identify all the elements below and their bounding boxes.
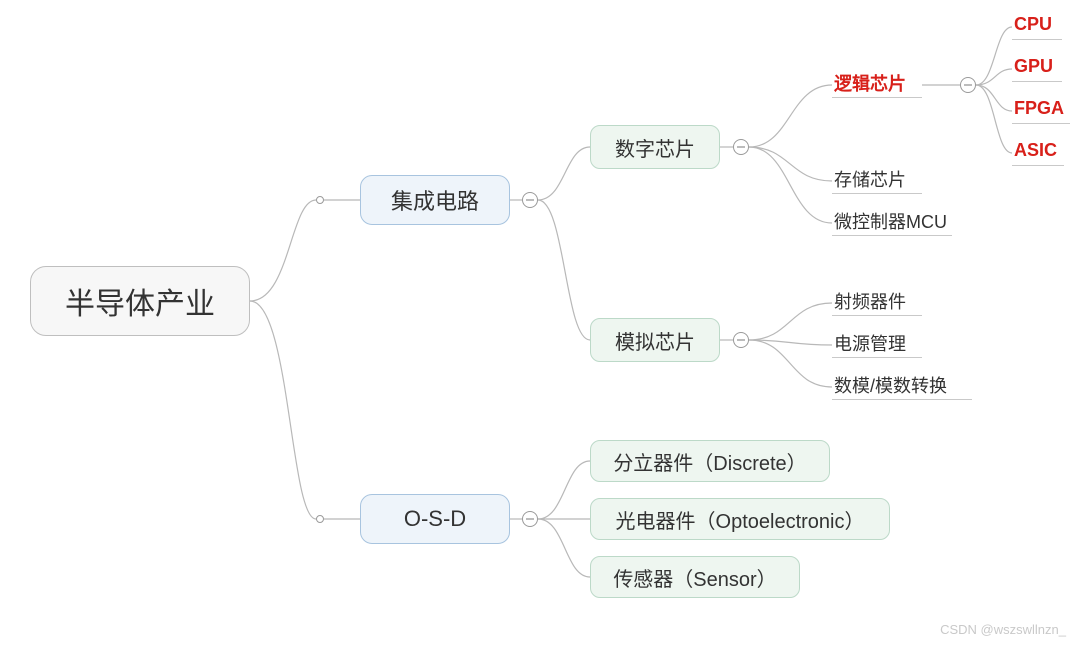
sub-node-opto: 光电器件（Optoelectronic）	[590, 498, 890, 540]
branch-node-ic: 集成电路	[360, 175, 510, 225]
collapse-toggle[interactable]	[733, 332, 749, 348]
root-node: 半导体产业	[30, 266, 250, 336]
leaf-node-adda: 数模/模数转换	[832, 374, 972, 400]
sub-node-sensor: 传感器（Sensor）	[590, 556, 800, 598]
leaf-node-logic: 逻辑芯片	[832, 72, 922, 98]
collapse-toggle[interactable]	[522, 192, 538, 208]
leaf-node-fpga: FPGA	[1012, 98, 1070, 124]
junction-dot	[316, 196, 324, 204]
leaf-node-gpu: GPU	[1012, 56, 1062, 82]
leaf-node-mem: 存储芯片	[832, 168, 922, 194]
leaf-node-asic: ASIC	[1012, 140, 1064, 166]
sub-node-digital: 数字芯片	[590, 125, 720, 169]
branch-node-osd: O-S-D	[360, 494, 510, 544]
leaf-node-rf: 射频器件	[832, 290, 922, 316]
leaf-node-mcu: 微控制器MCU	[832, 210, 952, 236]
collapse-toggle[interactable]	[522, 511, 538, 527]
leaf-node-pwr: 电源管理	[832, 332, 922, 358]
collapse-toggle[interactable]	[733, 139, 749, 155]
sub-node-analog: 模拟芯片	[590, 318, 720, 362]
junction-dot	[316, 515, 324, 523]
leaf-node-cpu: CPU	[1012, 14, 1062, 40]
collapse-toggle[interactable]	[960, 77, 976, 93]
sub-node-disc: 分立器件（Discrete）	[590, 440, 830, 482]
watermark-text: CSDN @wszswllnzn_	[940, 622, 1066, 637]
